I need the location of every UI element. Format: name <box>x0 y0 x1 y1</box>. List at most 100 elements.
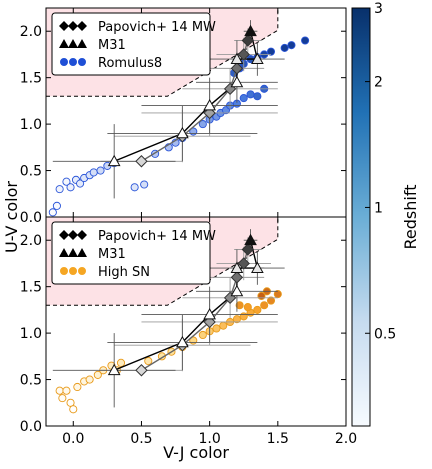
m31-point <box>107 154 121 167</box>
quiescent-boundary <box>46 217 279 306</box>
legend-circle-marker <box>60 267 68 275</box>
simulation-point <box>76 179 85 188</box>
m31-point <box>176 126 189 139</box>
m31-point <box>244 24 257 37</box>
simulation-point <box>85 375 94 384</box>
papovich-mw-point <box>135 364 148 377</box>
simulation-point <box>89 168 98 177</box>
simulation-point <box>266 47 276 56</box>
simulation-point <box>69 405 78 414</box>
papovich-mw-point <box>230 271 244 284</box>
simulation-point <box>301 36 310 45</box>
x-tick-label: 1.5 <box>267 431 289 447</box>
m31-point <box>230 261 244 273</box>
y-tick-label: 0.5 <box>20 164 42 180</box>
simulation-point <box>198 330 207 340</box>
legend-triangle-marker <box>68 248 78 257</box>
colorbar-tick-label: 3 <box>374 1 383 17</box>
legend-label: High SN <box>98 265 150 280</box>
legend-triangle-marker <box>77 39 87 48</box>
x-tick-label: 2.0 <box>335 431 357 447</box>
legend-circle-marker <box>60 58 68 66</box>
legend-label: M31 <box>98 247 126 262</box>
simulation-point <box>198 120 207 129</box>
x-tick-label: 1.0 <box>199 431 221 447</box>
legend-circle-marker <box>69 267 77 275</box>
simulation-point <box>52 201 61 210</box>
y-tick-label: 0.0 <box>20 210 42 226</box>
papovich-mw-point <box>241 34 255 47</box>
legend-label: Papovich+ 14 MW <box>98 229 216 244</box>
panel-bottom: 0.0 0.5 1.0 1.5 2.0 0.0 0.5 1.0 1.5 2.0 Papovich+ … <box>20 216 357 447</box>
m31-point <box>230 284 244 297</box>
legend-diamond-marker <box>68 230 78 240</box>
legend-circle-marker <box>78 58 86 66</box>
simulation-point <box>55 386 64 395</box>
panel-top: 0.0 0.5 1.0 1.5 2.0 Papovich+ 14 MW M31 Romulus… <box>20 7 347 226</box>
legend-circle-marker <box>69 58 77 66</box>
m31-point <box>251 261 264 273</box>
legend-triangle-marker <box>68 39 78 48</box>
y-tick-label: 0.5 <box>20 373 42 389</box>
legend-label: Papovich+ 14 MW <box>98 20 216 35</box>
simulation-point <box>253 92 262 101</box>
m31-point <box>107 363 121 376</box>
m31-point <box>244 233 257 246</box>
papovich-mw-point <box>230 62 244 75</box>
legend-label: M31 <box>98 38 126 53</box>
legend-triangle-marker <box>59 39 69 48</box>
simulation-point <box>232 315 241 324</box>
m31-point <box>203 308 216 320</box>
colorbar-tick-label: 2 <box>374 75 383 91</box>
simulation-point <box>93 370 102 379</box>
legend-diamond-marker <box>68 21 78 31</box>
legend-diamond-marker <box>77 230 87 240</box>
simulation-point <box>96 166 105 175</box>
simulation-point <box>239 94 248 103</box>
simulation-point <box>66 183 75 192</box>
simulation-point <box>239 312 248 321</box>
x-axis-label: V-J color <box>163 443 229 462</box>
simulation-point <box>130 183 139 192</box>
simulation-point <box>212 324 221 333</box>
papovich-mw-point <box>237 48 250 61</box>
simulation-point <box>243 303 252 312</box>
m31-point <box>203 99 216 111</box>
y-tick-label: 1.5 <box>20 71 42 87</box>
colorbar-tick-label: 1 <box>374 200 383 216</box>
simulation-point <box>62 386 71 395</box>
legend-box <box>51 221 211 285</box>
simulation-point <box>266 296 276 305</box>
simulation-point <box>235 301 244 310</box>
legend-diamond-marker <box>77 21 87 31</box>
simulation-point <box>62 177 71 186</box>
quiescent-boundary <box>46 8 279 97</box>
m31-point <box>230 52 244 64</box>
y-axis-label: U-V color <box>2 181 21 253</box>
papovich-mw-point <box>241 243 255 256</box>
simulation-point <box>144 356 153 366</box>
y-tick-label: 1.0 <box>20 117 42 133</box>
simulation-point <box>260 301 269 310</box>
m31-point <box>176 335 189 348</box>
legend-triangle-marker <box>59 248 69 257</box>
legend-triangle-marker <box>77 248 87 257</box>
simulation-point <box>116 358 126 367</box>
y-tick-label: 2.0 <box>20 233 42 249</box>
papovich-mw-point <box>237 257 250 270</box>
colorbar: 0.5 1 2 3 Redshift <box>351 1 420 427</box>
simulation-point <box>73 382 82 392</box>
m31-point <box>251 52 264 64</box>
colorbar-tick-label: 0.5 <box>374 326 396 342</box>
x-tick-label: 0.0 <box>62 431 84 447</box>
y-tick-label: 0.0 <box>20 419 42 435</box>
simulation-point <box>280 43 289 52</box>
papovich-mw-point <box>135 155 148 168</box>
simulation-point <box>140 180 149 189</box>
x-tick-label: 0.5 <box>130 431 152 447</box>
simulation-point <box>257 291 266 301</box>
simulation-point <box>58 394 67 403</box>
colorbar-gradient <box>351 7 371 427</box>
colorbar-label: Redshift <box>401 185 420 250</box>
